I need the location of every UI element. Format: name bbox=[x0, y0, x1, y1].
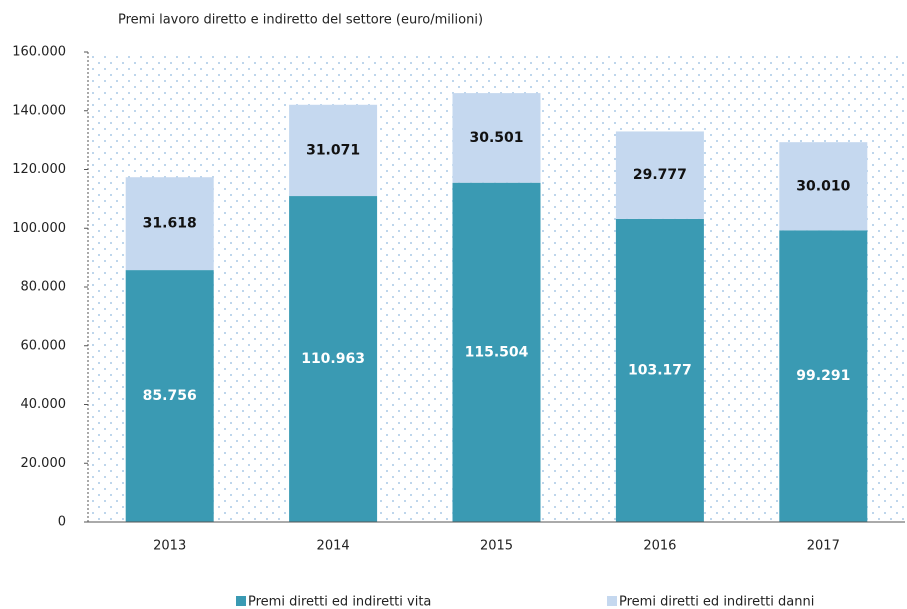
y-tick-label: 80.000 bbox=[21, 280, 67, 295]
bar-segment bbox=[779, 142, 868, 231]
data-label: 31.618 bbox=[143, 216, 197, 232]
data-label: 30.501 bbox=[469, 130, 523, 146]
y-tick-label: 120.000 bbox=[12, 162, 66, 177]
data-label: 29.777 bbox=[633, 167, 687, 183]
bar-segment bbox=[125, 177, 214, 271]
x-tick-label: 2015 bbox=[480, 539, 513, 554]
data-label: 31.071 bbox=[306, 142, 360, 158]
data-label: 85.756 bbox=[143, 388, 197, 404]
bar-segment bbox=[452, 182, 541, 522]
x-tick-label: 2014 bbox=[317, 539, 350, 554]
data-label: 115.504 bbox=[465, 344, 529, 360]
legend-label: Premi diretti ed indiretti danni bbox=[619, 595, 814, 609]
bar-segment bbox=[615, 218, 704, 523]
y-tick-label: 60.000 bbox=[21, 338, 67, 353]
data-label: 110.963 bbox=[301, 351, 365, 367]
y-tick-label: 160.000 bbox=[12, 45, 66, 60]
chart-title: Premi lavoro diretto e indiretto del set… bbox=[118, 13, 483, 28]
bar-segment bbox=[125, 270, 214, 522]
y-tick-label: 20.000 bbox=[21, 456, 67, 471]
y-tick-label: 40.000 bbox=[21, 397, 67, 412]
legend-swatch bbox=[236, 596, 246, 606]
y-tick-label: 100.000 bbox=[12, 221, 66, 236]
bar-segment bbox=[289, 104, 378, 197]
x-tick-label: 2016 bbox=[643, 539, 676, 554]
bar-segment bbox=[289, 196, 378, 522]
data-label: 30.010 bbox=[796, 178, 850, 194]
bar-segment bbox=[779, 230, 868, 522]
y-tick-label: 140.000 bbox=[12, 103, 66, 118]
bar-segment bbox=[452, 93, 541, 183]
data-label: 99.291 bbox=[796, 368, 850, 384]
data-label: 103.177 bbox=[628, 362, 692, 378]
legend-swatch bbox=[607, 596, 617, 606]
x-tick-label: 2017 bbox=[807, 539, 840, 554]
legend-label: Premi diretti ed indiretti vita bbox=[248, 595, 431, 609]
bar-segment bbox=[615, 131, 704, 219]
x-tick-label: 2013 bbox=[153, 539, 186, 554]
y-tick-label: 0 bbox=[58, 515, 66, 530]
